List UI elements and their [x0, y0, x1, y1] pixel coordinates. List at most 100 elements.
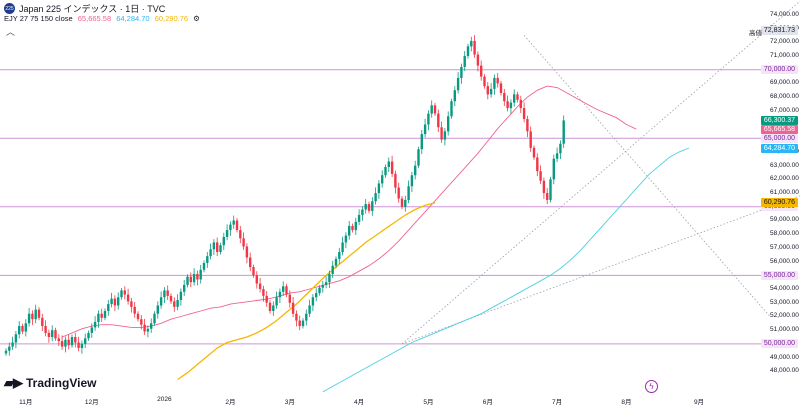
candle-body [351, 225, 354, 231]
candle [216, 237, 219, 257]
candle-body [136, 313, 140, 320]
candle [390, 155, 394, 178]
price-tick-label: 54,000.00 [770, 285, 799, 293]
candle-body [522, 108, 526, 120]
candle [374, 187, 377, 205]
candle-body [150, 323, 153, 329]
candle [146, 325, 150, 338]
candle-body [183, 284, 186, 292]
candle-body [176, 300, 179, 307]
candle [509, 99, 513, 114]
candle-body [285, 286, 288, 295]
candle-body [80, 343, 84, 348]
candle-body [110, 298, 113, 305]
candle [192, 268, 196, 286]
time-tick-label: 5月 [423, 399, 434, 406]
symbol-title[interactable]: Japan 225 インデックス · 1日 · TVC [19, 4, 166, 14]
time-tick-label: 11月 [19, 399, 33, 406]
candle-body [179, 291, 183, 301]
time-tick-label: 6月 [482, 399, 493, 406]
tradingview-logo[interactable]: ▰▶ TradingView [4, 375, 96, 391]
indicator-legend[interactable]: EJY 27 75 150 close 65,665.58 64,284.70 … [4, 14, 203, 23]
candle [308, 299, 311, 318]
ma150-price-tag: 60,290.76 [760, 198, 798, 208]
price-tick-label: 69,000.00 [770, 79, 799, 87]
candle [555, 147, 559, 163]
candle [367, 201, 371, 214]
candle-body [123, 290, 126, 295]
candle [239, 225, 242, 244]
candle-body [486, 86, 489, 95]
candle-body [440, 127, 443, 140]
candle-body [44, 326, 47, 333]
candle [189, 272, 192, 288]
candle-body [21, 326, 24, 332]
lightning-icon[interactable]: ϟ [645, 380, 658, 393]
candle [331, 260, 334, 279]
chevron-up-icon[interactable]: ︿ [6, 27, 16, 37]
candle-body [516, 94, 519, 100]
candle [529, 126, 532, 152]
candle-body [159, 297, 163, 306]
candle-body [473, 40, 476, 55]
ma-line-ma75 [322, 147, 690, 393]
candle-body [291, 302, 295, 314]
candle [453, 86, 456, 107]
candle-body [480, 65, 483, 77]
candle-body [27, 313, 31, 324]
candle-body [513, 94, 516, 103]
candle [225, 224, 229, 241]
candle [90, 323, 93, 338]
candle [410, 171, 414, 192]
candle [298, 315, 301, 331]
candle [100, 308, 103, 322]
gear-icon[interactable]: ⚙ [193, 14, 200, 23]
candle-body [235, 220, 239, 231]
candle [54, 327, 57, 341]
candle [70, 334, 74, 348]
candle-body [255, 275, 258, 284]
candle [150, 318, 153, 333]
candle [44, 320, 47, 337]
candle-body [318, 287, 321, 294]
price-tick-label: 62,000.00 [770, 175, 799, 183]
ma150-value: 60,290.76 [154, 14, 189, 23]
candle-body [258, 283, 262, 290]
candle-body [113, 298, 117, 306]
candle [51, 325, 54, 342]
candle-body [107, 304, 110, 311]
candle [97, 310, 100, 328]
candle [430, 100, 433, 118]
candle-body [367, 204, 371, 211]
candle-body [169, 295, 173, 302]
high-label: 高値 [749, 29, 762, 37]
candle-body [163, 290, 166, 298]
candle-body [315, 293, 318, 298]
candle [357, 209, 361, 226]
candle-body [166, 290, 169, 296]
candle [321, 280, 324, 293]
candle-body [11, 342, 14, 347]
candle [57, 334, 60, 347]
candle-body [503, 92, 506, 102]
candle [351, 223, 354, 233]
candle [123, 286, 126, 300]
candle-body [206, 256, 209, 263]
candle [64, 336, 67, 353]
price-tick-label: 52,000.00 [770, 312, 799, 320]
candle [407, 180, 410, 204]
candle [133, 301, 136, 318]
price-tick-label: 48,000.00 [770, 367, 799, 375]
price-tick-label: 58,000.00 [770, 230, 799, 238]
candle [377, 180, 381, 199]
candle [463, 51, 466, 72]
candle-body [245, 246, 249, 258]
candle-body [130, 301, 133, 307]
price-tick-label: 74,000.00 [770, 10, 799, 18]
candle [506, 95, 509, 112]
candle [361, 206, 364, 221]
candle-body [268, 302, 272, 311]
candle [219, 242, 222, 255]
candle-body [404, 199, 407, 207]
